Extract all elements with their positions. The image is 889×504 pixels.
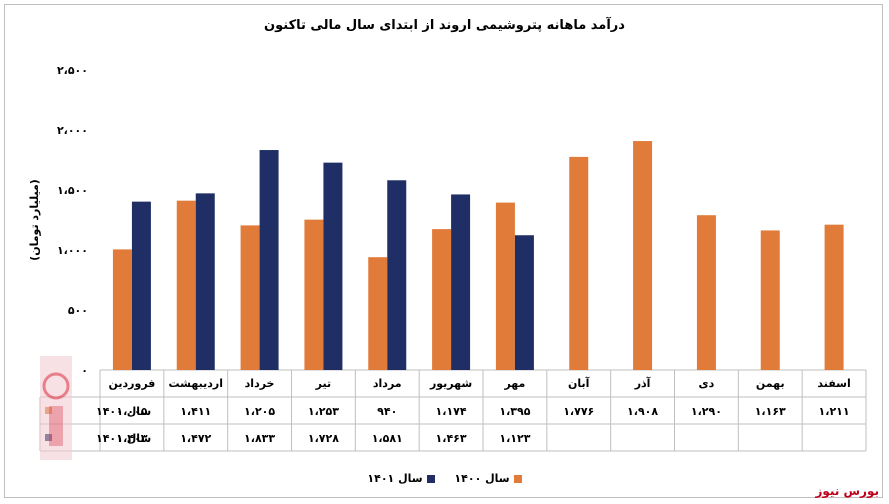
- data-label: ۱،۴۰۳: [116, 432, 147, 445]
- bar-1400: [495, 202, 515, 370]
- legend-label-1400: سال ۱۴۰۰: [454, 472, 510, 485]
- y-tick-label: ۲،۰۰۰: [57, 124, 88, 137]
- category-label: فروردین: [108, 377, 155, 390]
- data-label: ۱،۲۰۵: [244, 405, 275, 418]
- bar-1400: [569, 156, 589, 370]
- bar-1400: [633, 141, 653, 370]
- y-tick-label: ۲،۵۰۰: [57, 64, 88, 77]
- logo-mark: [40, 356, 72, 460]
- bar-1400: [304, 219, 324, 370]
- bar-1400: [696, 215, 716, 370]
- category-label: دی: [699, 377, 715, 390]
- bar-1401: [451, 194, 471, 370]
- y-tick-label: ۰: [81, 364, 88, 377]
- data-label: ۱،۱۲۳: [499, 432, 530, 445]
- data-label: ۱،۲۹۰: [691, 405, 722, 418]
- bar-1401: [195, 193, 215, 370]
- data-label: ۱،۸۳۳: [244, 432, 275, 445]
- data-label: ۱،۹۰۸: [627, 405, 658, 418]
- bar-1400: [176, 200, 196, 370]
- y-tick-label: ۱،۰۰۰: [57, 244, 88, 257]
- category-label: اردیبهشت: [169, 377, 223, 390]
- data-label: ۱،۱۶۳: [755, 405, 786, 418]
- row-header-label: سال ۱۴۰۱: [96, 432, 151, 445]
- category-label: مهر: [503, 377, 525, 390]
- row-header-label: سال ۱۴۰۰: [96, 405, 151, 418]
- y-tick-label: ۵۰۰: [68, 304, 88, 317]
- watermark-text: بورس نیوز: [815, 484, 879, 498]
- bar-1401: [131, 201, 151, 370]
- legend-item-1400: سال ۱۴۰۰: [454, 472, 522, 485]
- data-label: ۱،۵۸۱: [372, 432, 403, 445]
- data-label: ۱،۴۶۳: [436, 432, 467, 445]
- data-label: ۱،۳۹۵: [499, 405, 530, 418]
- chart-title: درآمد ماهانه پتروشیمی اروند از ابتدای سا…: [264, 18, 625, 33]
- y-axis-label: (میلیارد تومان): [28, 179, 41, 261]
- data-label: ۱،۰۰۵: [116, 405, 147, 418]
- bar-1400: [240, 225, 260, 370]
- legend: سال ۱۴۰۰ سال ۱۴۰۱: [0, 472, 889, 485]
- bar-1400: [432, 229, 452, 370]
- data-label: ۱،۷۲۸: [308, 432, 339, 445]
- category-label: خرداد: [245, 377, 275, 390]
- bar-1400: [824, 224, 844, 370]
- legend-item-1401: سال ۱۴۰۱: [367, 472, 435, 485]
- category-label: اسفند: [817, 377, 850, 390]
- bar-1401: [387, 180, 407, 370]
- bar-1401: [323, 162, 343, 370]
- y-tick-label: ۱،۵۰۰: [57, 184, 88, 197]
- data-label: ۹۴۰: [377, 405, 397, 418]
- bar-1401: [514, 235, 534, 370]
- category-label: تیر: [315, 377, 331, 390]
- category-label: آبان: [568, 376, 590, 390]
- bar-1400: [112, 249, 132, 370]
- data-label: ۱،۷۷۶: [563, 405, 594, 418]
- bar-1401: [259, 150, 279, 370]
- category-label: شهریور: [429, 377, 472, 390]
- data-label: ۱،۱۷۴: [436, 405, 467, 418]
- bar-1400: [760, 230, 780, 370]
- data-label: ۱،۴۱۱: [180, 405, 211, 418]
- category-label: مرداد: [373, 377, 402, 390]
- data-label: ۱،۲۱۱: [819, 405, 850, 418]
- legend-label-1401: سال ۱۴۰۱: [367, 472, 423, 485]
- category-label: آذر: [634, 376, 651, 390]
- data-label: ۱،۴۷۲: [180, 432, 211, 445]
- bar-1400: [368, 257, 388, 370]
- category-label: بهمن: [756, 377, 785, 390]
- data-label: ۱،۲۵۳: [308, 405, 339, 418]
